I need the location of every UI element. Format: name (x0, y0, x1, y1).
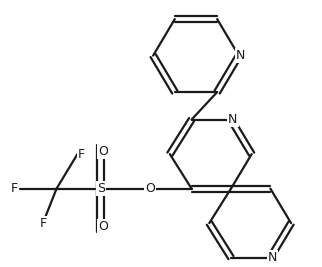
Text: O: O (98, 145, 108, 158)
Text: N: N (268, 251, 277, 264)
Text: O: O (98, 219, 108, 233)
Text: F: F (11, 182, 18, 195)
Text: N: N (228, 113, 238, 126)
Text: S: S (97, 182, 105, 195)
Text: N: N (236, 49, 245, 62)
Text: F: F (78, 148, 85, 161)
Text: F: F (40, 217, 47, 230)
Text: O: O (145, 182, 155, 195)
